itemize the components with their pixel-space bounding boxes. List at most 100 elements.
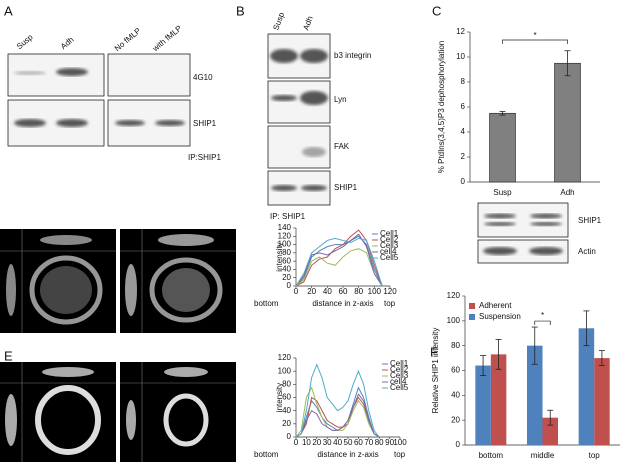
y-tick-label: 60 xyxy=(282,256,291,265)
panel-label: B xyxy=(236,3,245,18)
y-tick-label: 60 xyxy=(451,366,460,375)
panel-label: C xyxy=(432,3,441,18)
y-tick-label: 0 xyxy=(287,281,292,290)
x-tick-label: 30 xyxy=(323,438,332,447)
line-series xyxy=(295,393,380,438)
error-bar xyxy=(547,409,554,426)
y-tick-label: 120 xyxy=(278,353,292,362)
blot-row-label: SHIP1 xyxy=(334,183,358,192)
cell-image xyxy=(0,362,236,462)
blot-footer: IP: SHIP1 xyxy=(270,212,306,221)
x-tick-label: 100 xyxy=(368,287,382,296)
y-tick-label: 8 xyxy=(461,77,466,86)
blot xyxy=(267,33,331,206)
legend-swatch xyxy=(469,314,475,320)
y-tick-label: 120 xyxy=(278,231,292,240)
x-tick-label: 60 xyxy=(339,287,348,296)
panel-label: A xyxy=(4,3,13,18)
error-bar xyxy=(495,339,502,370)
blot-row-label: Lyn xyxy=(334,95,347,104)
x-tick-label: 70 xyxy=(364,438,373,447)
line-series xyxy=(295,248,383,287)
x-tick-label: Susp xyxy=(493,188,512,197)
blot xyxy=(7,53,191,147)
y-tick-label: 40 xyxy=(282,265,291,274)
x-tick-label: 120 xyxy=(383,287,397,296)
y-tick-label: 6 xyxy=(461,102,466,111)
y-tick-label: 80 xyxy=(282,248,291,257)
x-tick-label: 0 xyxy=(294,287,299,296)
x-axis-label: distance in z-axis xyxy=(312,299,373,308)
blot-row-label: SHIP1 xyxy=(193,119,217,128)
error-bar xyxy=(499,110,506,116)
bar xyxy=(527,345,543,445)
y-tick-label: 0 xyxy=(456,440,461,449)
x-tick-label: 50 xyxy=(344,438,353,447)
x-tick-label: 80 xyxy=(375,438,384,447)
x-tick-label: 100 xyxy=(393,438,407,447)
blot-row-label: b3 integrin xyxy=(334,51,371,60)
legend-label: Suspension xyxy=(479,312,521,321)
legend-label: Cell3 xyxy=(380,241,399,250)
legend-label: Adherent xyxy=(479,301,512,310)
x-tick-label: middle xyxy=(531,451,555,460)
y-tick-label: 40 xyxy=(282,406,291,415)
significance-mark: * xyxy=(533,31,536,40)
cell-image xyxy=(0,229,236,333)
y-tick-label: 0 xyxy=(461,177,466,186)
y-axis-label: intensity xyxy=(275,383,284,412)
x-tick-label: 90 xyxy=(385,438,394,447)
y-tick-label: 20 xyxy=(282,419,291,428)
legend-swatch xyxy=(469,303,475,309)
significance-bracket xyxy=(502,39,568,44)
x-tick-label: Adh xyxy=(560,188,574,197)
bar xyxy=(490,354,507,445)
line-series xyxy=(295,235,383,287)
y-axis-label: % PtdIns(3,4,5)P3 dephosphorylation xyxy=(437,41,446,174)
x-tick-label: 10 xyxy=(302,438,311,447)
y-tick-label: 4 xyxy=(461,127,466,136)
line-series xyxy=(295,233,383,287)
x-tick-label: top xyxy=(589,451,601,460)
y-axis-label: Relative SHIP1 intensity xyxy=(431,328,440,414)
x-start-label: bottom xyxy=(254,299,279,308)
y-tick-label: 20 xyxy=(451,415,460,424)
error-bar xyxy=(531,326,538,365)
y-tick-label: 12 xyxy=(456,27,465,36)
bar xyxy=(542,417,558,445)
line-series xyxy=(295,396,380,438)
panel-label: E xyxy=(4,348,13,363)
y-tick-label: 10 xyxy=(456,52,465,61)
y-tick-label: 80 xyxy=(282,379,291,388)
legend-label: Cell5 xyxy=(390,383,409,392)
x-end-label: top xyxy=(394,450,406,459)
y-tick-label: 140 xyxy=(278,223,292,232)
y-tick-label: 20 xyxy=(282,273,291,282)
lane-label: Adh xyxy=(59,35,76,51)
y-tick-label: 100 xyxy=(278,240,292,249)
lane-label: Adh xyxy=(301,15,314,31)
blot-row-label: SHIP1 xyxy=(578,216,602,225)
bar xyxy=(475,365,491,445)
blot xyxy=(477,202,569,264)
x-tick-label: 40 xyxy=(323,287,332,296)
lane-label: with fMLP xyxy=(150,24,183,54)
y-tick-label: 100 xyxy=(447,316,461,325)
x-tick-label: 80 xyxy=(354,287,363,296)
error-bar xyxy=(598,350,605,366)
lane-label: No fMLP xyxy=(113,26,143,53)
legend-label: cell4 xyxy=(380,247,397,256)
x-end-label: top xyxy=(384,299,396,308)
bar xyxy=(594,358,610,445)
blot-row-label: FAK xyxy=(334,142,350,151)
y-tick-label: 80 xyxy=(451,341,460,350)
x-tick-label: 20 xyxy=(312,438,321,447)
significance-bracket xyxy=(534,320,551,326)
x-axis-label: distance in z-axis xyxy=(317,450,378,459)
bar xyxy=(554,62,581,183)
x-start-label: bottom xyxy=(254,450,279,459)
x-tick-label: bottom xyxy=(479,451,504,460)
x-tick-label: 0 xyxy=(294,438,299,447)
y-tick-label: 120 xyxy=(447,291,461,300)
